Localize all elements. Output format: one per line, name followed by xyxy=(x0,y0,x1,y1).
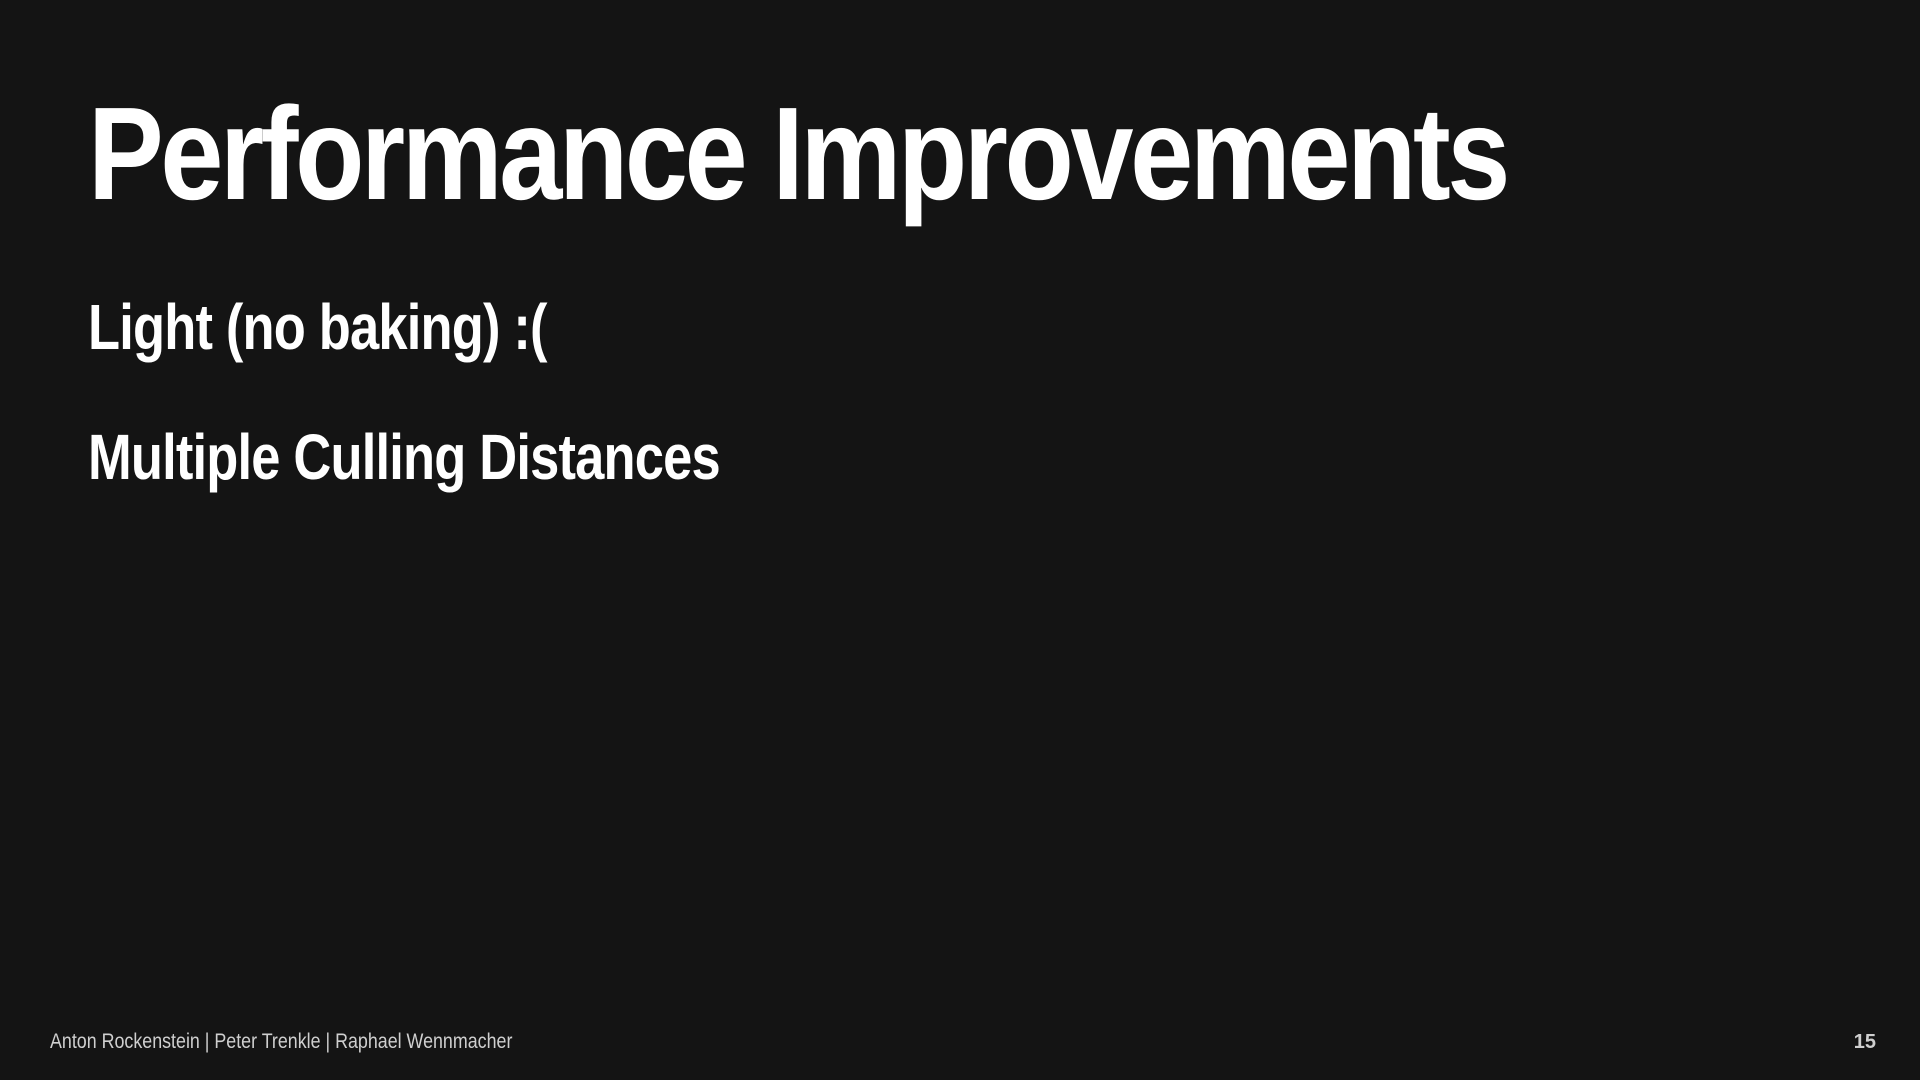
bullet-list: Light (no baking) :( Multiple Culling Di… xyxy=(88,292,859,553)
slide-title: Performance Improvements xyxy=(88,80,1510,227)
page-number: 15 xyxy=(1853,1031,1876,1053)
bullet-item-light: Light (no baking) :( xyxy=(88,291,548,363)
footer-authors: Anton Rockenstein | Peter Trenkle | Raph… xyxy=(50,1030,513,1053)
bullet-item-culling: Multiple Culling Distances xyxy=(88,421,721,494)
